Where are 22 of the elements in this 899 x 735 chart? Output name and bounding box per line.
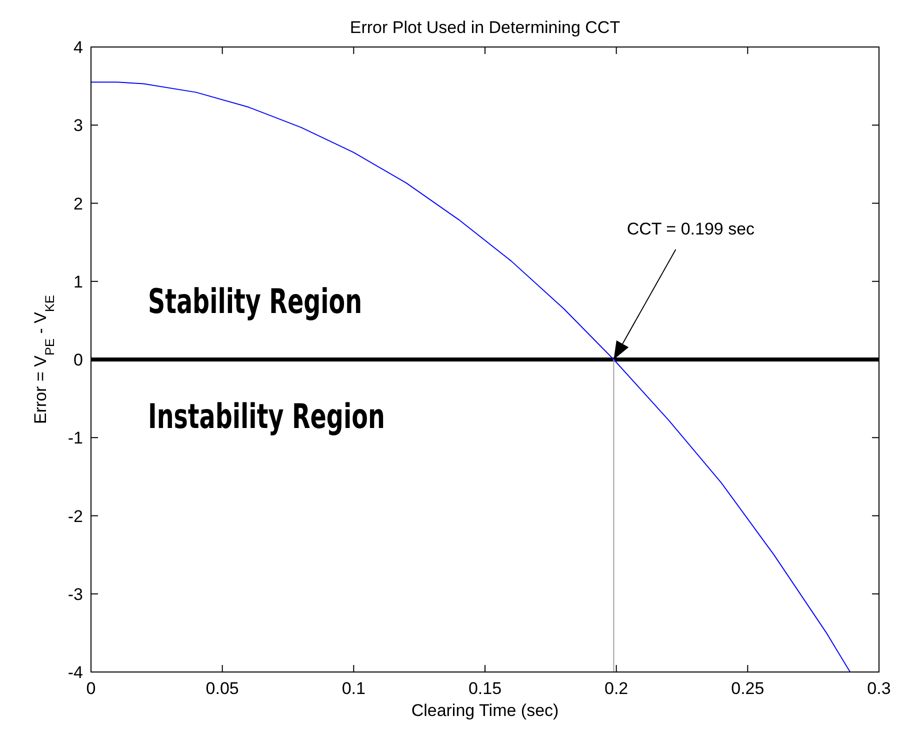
annotation: CCT = 0.199 sec bbox=[626, 220, 756, 238]
x-axis-title: Clearing Time (sec) bbox=[411, 701, 559, 720]
x-tick-label: 0 bbox=[86, 679, 96, 698]
y-tick-label: 0 bbox=[74, 350, 83, 370]
x-tick-label: 0.2 bbox=[604, 679, 628, 698]
x-tick-label: 0.1 bbox=[342, 679, 366, 698]
y-tick-label: 1 bbox=[74, 272, 83, 292]
x-tick-label: 0.05 bbox=[206, 679, 239, 698]
y-tick-label: 2 bbox=[74, 194, 83, 214]
x-tick-label: 0.15 bbox=[468, 679, 502, 698]
x-tick-label: 0.3 bbox=[867, 679, 891, 698]
y-tick-label: 4 bbox=[74, 38, 83, 57]
line-series bbox=[90, 82, 851, 672]
y-tick-label: -1 bbox=[68, 428, 83, 448]
x-tick-label: 0.25 bbox=[731, 679, 764, 698]
y-tick-label: -3 bbox=[68, 584, 83, 604]
chart-title: Error Plot Used in Determining CCT bbox=[350, 18, 620, 37]
y-tick-label: 3 bbox=[74, 116, 83, 136]
y-tick-label: -4 bbox=[68, 663, 83, 682]
annotation: Instability Region bbox=[148, 396, 385, 436]
annotation: Stability Region bbox=[148, 282, 362, 322]
y-tick-label: -2 bbox=[68, 506, 83, 526]
